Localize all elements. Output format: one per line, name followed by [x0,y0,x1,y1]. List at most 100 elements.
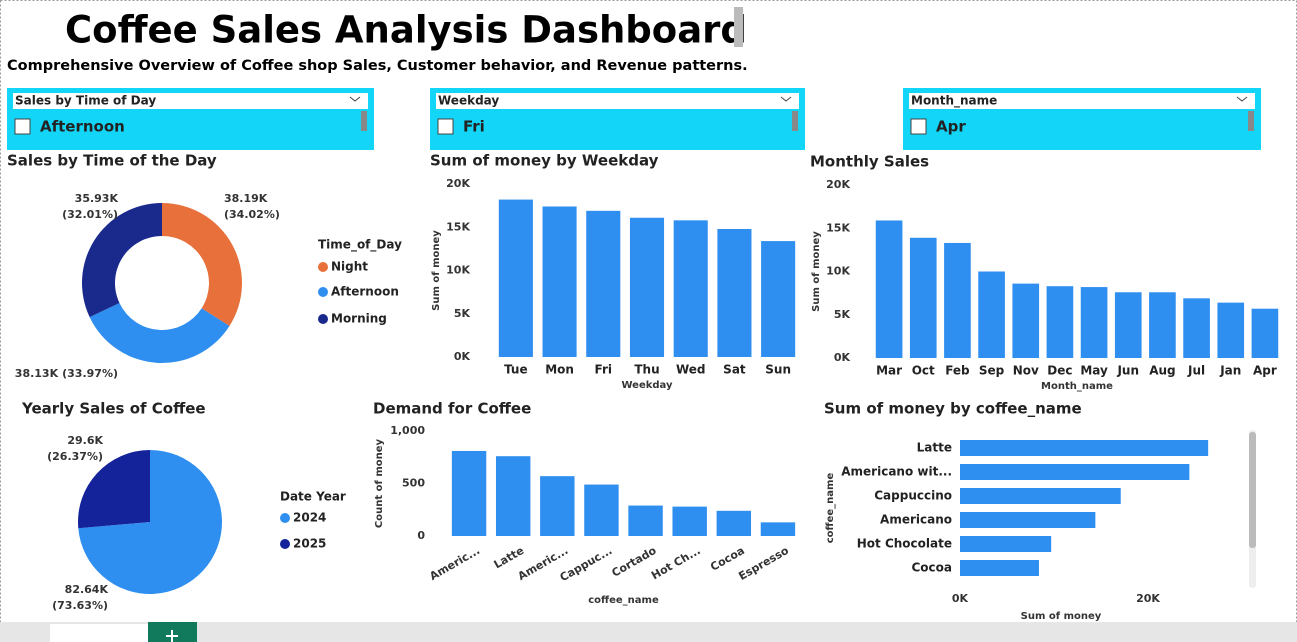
data-label: 38.19K [224,192,268,205]
legend-marker [280,539,290,549]
y-axis-title: Count of money [374,438,385,528]
bar[interactable] [540,476,575,536]
data-label: 29.6K [67,434,103,447]
checkbox[interactable] [910,118,927,135]
x-tick-label: Dec [1047,364,1072,378]
bar[interactable] [960,464,1190,480]
legend-marker [318,287,328,297]
x-tick-label: Apr [1253,364,1277,378]
bar[interactable] [628,505,663,536]
bar[interactable] [760,522,796,536]
slicer-item: Afternoon [40,118,125,136]
y-tick-label: 0K [834,351,851,364]
legend-title: Time_of_Day [318,238,402,253]
slicer-title: Weekday [438,94,499,108]
bar[interactable] [1149,292,1176,358]
x-tick-label: Americ... [427,544,482,583]
dashboard-title: Coffee Sales Analysis Dashboard [65,9,747,52]
bar[interactable] [1046,286,1074,358]
bar[interactable] [1012,283,1040,358]
slicer-scroll [792,111,798,131]
bar[interactable] [944,242,971,358]
bar[interactable] [978,271,1005,359]
y-tick-label: Hot Chocolate [857,537,952,551]
x-tick-label: Thu [634,363,659,377]
y-tick-label: Cocoa [911,561,952,575]
x-tick-label: 0K [952,592,969,605]
legend-label: Afternoon [331,285,399,299]
percent-label: (32.01%) [62,208,118,221]
bar[interactable] [629,217,665,357]
bar[interactable] [717,228,752,357]
bar[interactable] [875,220,903,358]
legend-label: 2025 [293,537,326,551]
x-tick-label: Feb [945,364,970,378]
legend-title: Date Year [280,490,346,504]
bar[interactable] [1217,302,1245,358]
bar[interactable] [495,456,531,536]
x-axis-title: coffee_name [588,595,659,606]
legend-marker [280,513,290,523]
bar[interactable] [960,440,1209,456]
bar[interactable] [960,488,1121,504]
scrollbar-thumb[interactable] [1249,432,1256,548]
bar[interactable] [586,210,621,357]
bar[interactable] [1251,308,1279,358]
x-tick-label: Wed [676,363,706,377]
bar[interactable] [1114,292,1142,358]
x-tick-label: Nov [1013,364,1039,378]
chart-title: Yearly Sales of Coffee [21,400,206,418]
legend-marker [318,262,328,272]
legend-label: Night [331,260,368,274]
x-tick-label: Sep [979,364,1005,378]
checkbox[interactable] [437,118,454,135]
y-tick-label: 1,000 [390,424,425,437]
y-tick-label: 10K [826,265,850,278]
bar[interactable] [498,199,533,357]
slicer-scroll [361,111,367,131]
bar[interactable] [960,560,1039,576]
y-tick-label: 20K [826,178,850,191]
bar[interactable] [542,206,577,357]
tab-bar [0,622,1297,642]
x-tick-label: 20K [1136,592,1160,605]
dropdown-chevron [780,96,792,102]
bar[interactable] [909,237,937,358]
bar[interactable] [584,484,619,536]
bar[interactable] [960,536,1052,552]
chart-title: Monthly Sales [810,153,929,171]
x-tick-label: Tue [504,363,528,377]
x-tick-label: Jul [1187,364,1205,378]
data-label: 35.93K [75,192,119,205]
slice[interactable] [78,450,150,529]
checkbox[interactable] [14,118,31,135]
x-axis-title: Month_name [1041,381,1113,392]
dropdown-chevron [1236,96,1248,102]
chart-title: Sum of money by Weekday [430,152,659,170]
bar[interactable] [1183,298,1210,358]
dashboard-subtitle: Comprehensive Overview of Coffee shop Sa… [7,58,748,74]
slicer-title: Month_name [911,94,997,109]
page-tab[interactable] [50,624,148,642]
y-tick-label: 0K [454,350,471,363]
legend-label: 2024 [293,511,326,525]
bar[interactable] [672,506,707,536]
bar[interactable] [960,512,1096,528]
slice[interactable] [78,450,222,594]
x-tick-label: Espresso [736,544,791,583]
value-label: 38.13K [15,367,59,380]
slice[interactable] [82,203,162,318]
plus-icon [166,630,178,642]
bar[interactable] [716,510,752,536]
y-axis-title: Sum of money [431,230,442,311]
slice[interactable] [162,203,243,326]
bar[interactable] [673,220,708,357]
bar[interactable] [451,450,487,536]
y-tick-label: 10K [446,264,470,277]
percent-label: (34.02%) [224,208,280,221]
y-tick-label: 500 [402,477,425,490]
bar[interactable] [1080,287,1108,358]
bar[interactable] [761,241,796,357]
y-tick-label: Cappuccino [874,489,952,503]
slice[interactable] [89,303,230,363]
